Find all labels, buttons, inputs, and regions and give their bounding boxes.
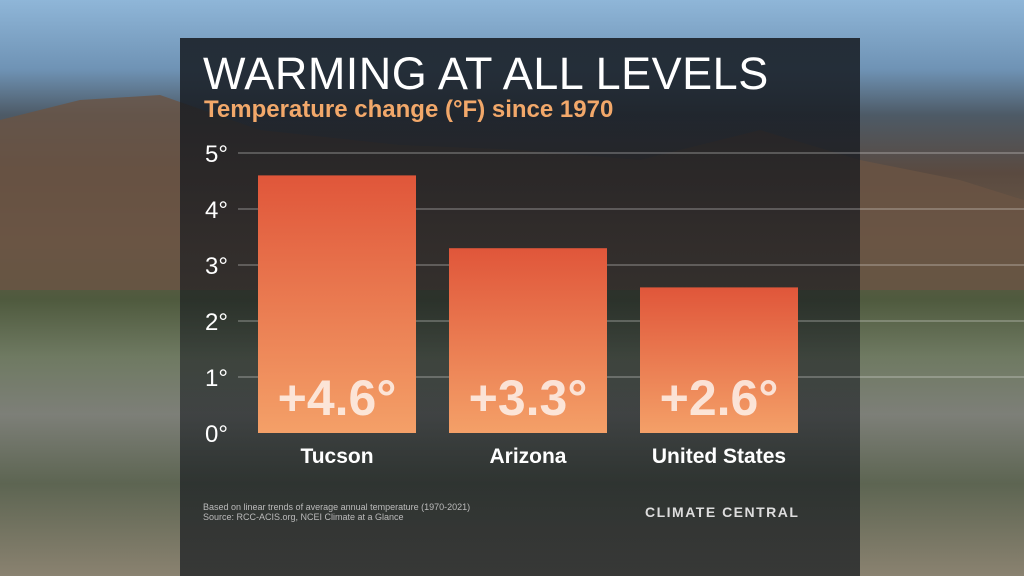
footnote-source: Source: RCC-ACIS.org, NCEI Climate at a … xyxy=(203,512,404,522)
y-tick-label: 5° xyxy=(205,141,228,168)
data-label: +3.3° xyxy=(469,370,588,426)
climate-central-logo: CLIMATE CENTRAL xyxy=(645,504,800,520)
footnote: Based on linear trends of average annual… xyxy=(203,502,470,522)
y-tick-label: 0° xyxy=(205,421,228,448)
category-label: Arizona xyxy=(489,445,566,468)
y-tick-label: 3° xyxy=(205,253,228,280)
bar-arizona xyxy=(449,248,607,433)
y-tick-label: 1° xyxy=(205,365,228,392)
chart-subtitle: Temperature change (°F) since 1970 xyxy=(204,96,614,123)
data-label: +2.6° xyxy=(660,370,779,426)
bar-tucson xyxy=(258,175,416,433)
footnote-method: Based on linear trends of average annual… xyxy=(203,502,471,512)
bar-united-states xyxy=(640,287,798,433)
category-label: United States xyxy=(652,445,786,468)
y-tick-label: 4° xyxy=(205,197,228,224)
category-label: Tucson xyxy=(300,445,373,468)
y-tick-label: 2° xyxy=(205,309,228,336)
chart-title: WARMING AT ALL LEVELS xyxy=(203,48,769,99)
data-label: +4.6° xyxy=(278,370,397,426)
